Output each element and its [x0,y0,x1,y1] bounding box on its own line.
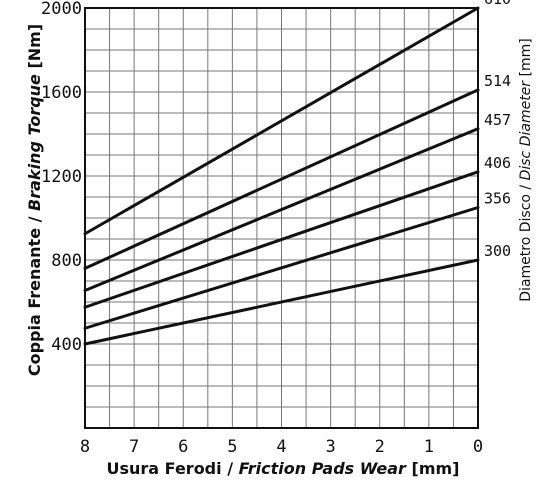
y-tick-label: 2000 [41,0,82,19]
right-tick-labels: 610 514 457 406 356 300 [484,0,511,260]
y-tick-label: 1200 [41,167,82,187]
diameter-label-356: 356 [484,190,511,208]
diameter-label-514: 514 [484,72,511,90]
plot-frame [84,7,479,429]
x-tick-label: 6 [178,437,188,457]
y-tick-label: 1600 [41,83,82,103]
diameter-label-610: 610 [484,0,511,8]
y-axis-label: Coppia Frenante / Braking Torque [Nm] [25,24,44,376]
y-tick-label: 800 [51,251,82,271]
series-line-610 [83,6,480,236]
diameter-label-406: 406 [484,154,511,172]
x-tick-label: 4 [276,437,286,457]
x-tick-label: 5 [227,437,237,457]
series-lines [83,6,480,346]
x-tick-label: 7 [129,437,139,457]
x-tick-label: 1 [424,437,434,457]
diameter-label-457: 457 [484,111,511,129]
x-tick-label: 2 [375,437,385,457]
series-line-356 [83,206,480,330]
diameter-label-300: 300 [484,242,511,260]
series-line-406 [83,170,480,309]
x-tick-label: 0 [473,437,483,457]
y-tick-labels: 400 800 1200 1600 2000 [41,0,82,355]
x-tick-label: 3 [326,437,336,457]
series-line-457 [83,127,480,292]
x-axis-label: Usura Ferodi / Friction Pads Wear [mm] [107,459,460,478]
y-tick-label: 400 [51,335,82,355]
x-tick-label: 8 [80,437,90,457]
grid-lines [85,8,478,428]
x-tick-labels: 8 7 6 5 4 3 2 1 0 [80,437,483,457]
series-line-514 [83,88,480,270]
right-axis-label: Diametro Disco / Disc Diameter [mm] [518,38,534,301]
series-line-300 [83,258,480,346]
